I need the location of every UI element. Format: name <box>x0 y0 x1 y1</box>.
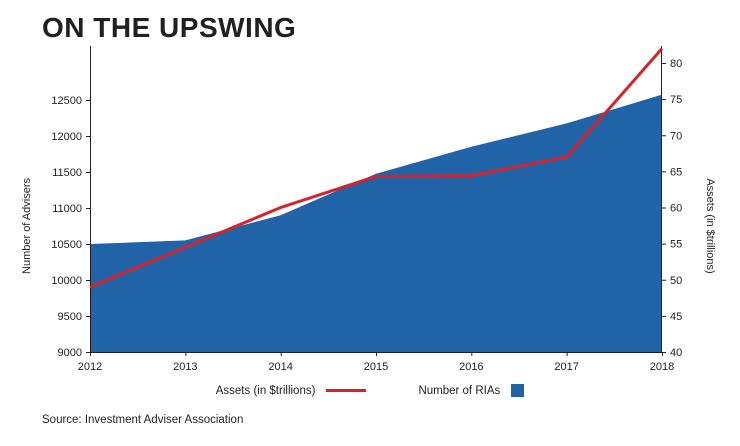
svg-text:11500: 11500 <box>52 167 82 179</box>
legend-label-assets: Assets (in $trillions) <box>215 384 316 397</box>
svg-text:10000: 10000 <box>51 275 82 287</box>
left-axis-ticks: 9000 9500 10000 10500 11000 11500 12000 12500 <box>51 95 90 359</box>
svg-text:70: 70 <box>670 130 682 142</box>
right-axis-title: Assets (in $trillions) <box>704 178 716 273</box>
legend-item-assets: Assets (in $trillions) <box>216 385 367 397</box>
svg-text:2018: 2018 <box>650 361 674 373</box>
svg-text:11000: 11000 <box>52 203 82 215</box>
ria-area-series <box>90 94 662 352</box>
source-note: Source: Investment Adviser Association <box>42 414 244 426</box>
right-axis-ticks: 40 45 50 55 60 65 70 75 80 <box>662 58 682 359</box>
chart-svg: 9000 9500 10000 10500 11000 11500 12000 12500 40… <box>21 46 716 373</box>
legend-line-swatch-icon <box>326 389 367 392</box>
x-axis-ticks: 2012 2013 2014 2015 2016 2017 2018 <box>78 352 674 373</box>
svg-text:9000: 9000 <box>58 347 82 359</box>
svg-text:45: 45 <box>670 311 682 323</box>
assets-line-series <box>89 47 664 289</box>
chart-area: 9000 9500 10000 10500 11000 11500 12000 12500 40… <box>0 40 740 380</box>
svg-text:12500: 12500 <box>51 95 82 107</box>
svg-text:10500: 10500 <box>51 239 82 251</box>
svg-text:65: 65 <box>670 166 682 178</box>
legend-item-rias: Number of RIAs <box>418 384 525 397</box>
svg-text:60: 60 <box>670 203 682 215</box>
legend-label-rias: Number of RIAs <box>418 384 501 397</box>
svg-text:2014: 2014 <box>268 361 292 373</box>
svg-text:2016: 2016 <box>459 361 483 373</box>
svg-text:9500: 9500 <box>58 311 82 323</box>
svg-text:12000: 12000 <box>51 131 82 143</box>
svg-text:2012: 2012 <box>78 361 102 373</box>
legend-square-swatch-icon <box>511 384 525 397</box>
svg-text:2015: 2015 <box>364 361 388 373</box>
svg-text:75: 75 <box>670 94 682 106</box>
svg-text:50: 50 <box>670 275 682 287</box>
svg-text:40: 40 <box>670 347 682 359</box>
chart-title: ON THE UPSWING <box>42 12 297 43</box>
svg-text:55: 55 <box>670 239 682 251</box>
chart-legend: Assets (in $trillions) Number of RIAs <box>0 384 740 397</box>
svg-text:2013: 2013 <box>173 361 197 373</box>
svg-text:80: 80 <box>670 58 682 70</box>
left-axis-title: Number of Advisers <box>21 178 33 274</box>
svg-text:2017: 2017 <box>554 361 578 373</box>
